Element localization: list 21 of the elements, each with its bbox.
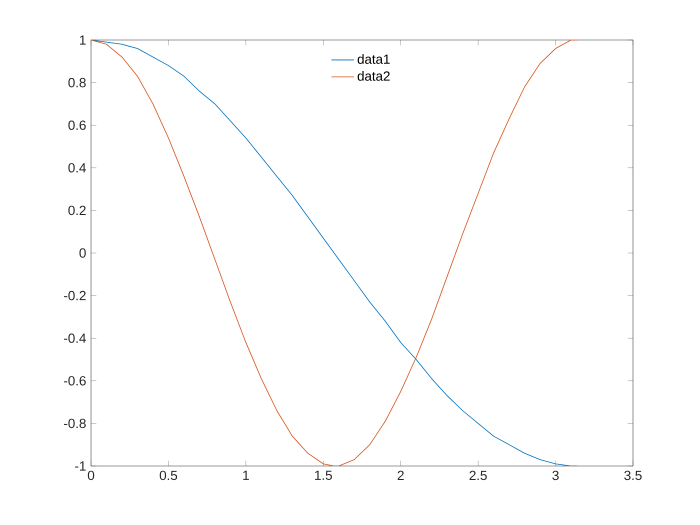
x-tick-label: 1 [243,470,249,480]
x-tick-label: 3 [552,470,559,480]
y-tick-label: -1 [75,461,86,471]
y-tick-label: 0.6 [68,120,86,130]
x-tick-label: 1.5 [315,470,332,480]
y-tick-label: 0.2 [68,206,86,216]
x-tick-label: 3.5 [624,470,642,480]
x-tick-label: 0 [88,470,94,480]
y-tick-label: 1 [80,35,86,45]
y-tick-label: -0.6 [64,376,86,386]
legend-label: data2 [358,71,390,81]
legend-label: data1 [358,54,390,64]
y-tick-label: 0.8 [68,78,86,88]
x-tick-label: 2.5 [470,470,487,480]
y-tick-label: -0.8 [64,418,86,428]
y-tick-label: 0.4 [68,163,86,173]
y-tick-label: -0.4 [64,334,86,343]
y-tick-label: -0.2 [64,290,86,300]
y-tick-label: 0 [79,248,86,258]
x-tick-label: 2 [398,470,404,480]
x-tick-label: 0.5 [160,470,178,480]
